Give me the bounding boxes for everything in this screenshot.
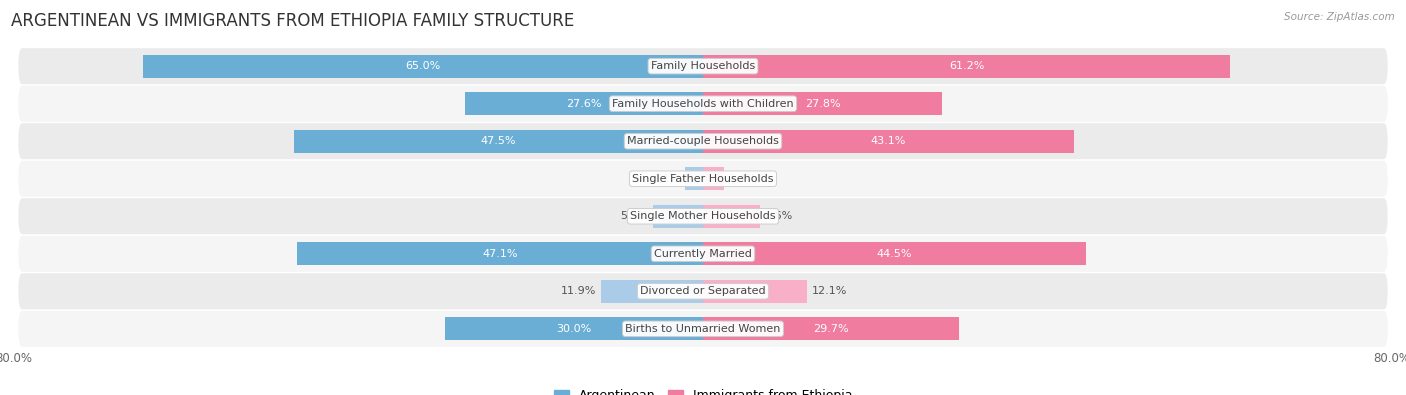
Text: 2.4%: 2.4%: [728, 174, 756, 184]
Text: Family Households: Family Households: [651, 61, 755, 71]
Bar: [600, 280, 703, 303]
Text: Single Mother Households: Single Mother Households: [630, 211, 776, 221]
Text: 44.5%: 44.5%: [877, 249, 912, 259]
Bar: [703, 130, 1074, 153]
FancyBboxPatch shape: [18, 86, 1388, 122]
FancyBboxPatch shape: [18, 48, 1388, 84]
Bar: [703, 280, 807, 303]
Bar: [703, 92, 942, 115]
Text: Divorced or Separated: Divorced or Separated: [640, 286, 766, 296]
FancyBboxPatch shape: [18, 161, 1388, 197]
Bar: [143, 55, 703, 78]
FancyBboxPatch shape: [18, 198, 1388, 234]
Bar: [652, 205, 703, 228]
Text: 5.8%: 5.8%: [620, 211, 648, 221]
Text: 2.1%: 2.1%: [652, 174, 681, 184]
Text: Married-couple Households: Married-couple Households: [627, 136, 779, 146]
Text: Family Households with Children: Family Households with Children: [612, 99, 794, 109]
Bar: [465, 92, 703, 115]
Bar: [703, 242, 1087, 265]
Text: 11.9%: 11.9%: [561, 286, 596, 296]
FancyBboxPatch shape: [18, 273, 1388, 309]
FancyBboxPatch shape: [18, 123, 1388, 159]
Text: 29.7%: 29.7%: [813, 324, 849, 334]
Text: 61.2%: 61.2%: [949, 61, 984, 71]
Bar: [703, 317, 959, 340]
Text: Source: ZipAtlas.com: Source: ZipAtlas.com: [1284, 12, 1395, 22]
Text: 27.6%: 27.6%: [567, 99, 602, 109]
Text: 43.1%: 43.1%: [870, 136, 907, 146]
Text: 6.6%: 6.6%: [763, 211, 793, 221]
Bar: [703, 55, 1230, 78]
FancyBboxPatch shape: [18, 311, 1388, 347]
Text: ARGENTINEAN VS IMMIGRANTS FROM ETHIOPIA FAMILY STRUCTURE: ARGENTINEAN VS IMMIGRANTS FROM ETHIOPIA …: [11, 12, 575, 30]
Bar: [294, 130, 703, 153]
Text: 47.5%: 47.5%: [481, 136, 516, 146]
Bar: [703, 167, 724, 190]
Text: 47.1%: 47.1%: [482, 249, 517, 259]
Bar: [703, 205, 759, 228]
Legend: Argentinean, Immigrants from Ethiopia: Argentinean, Immigrants from Ethiopia: [548, 384, 858, 395]
Bar: [685, 167, 703, 190]
Text: 30.0%: 30.0%: [557, 324, 592, 334]
Text: Currently Married: Currently Married: [654, 249, 752, 259]
FancyBboxPatch shape: [18, 236, 1388, 272]
Text: Births to Unmarried Women: Births to Unmarried Women: [626, 324, 780, 334]
Bar: [298, 242, 703, 265]
Text: 12.1%: 12.1%: [811, 286, 846, 296]
Text: 65.0%: 65.0%: [405, 61, 440, 71]
Text: 27.8%: 27.8%: [804, 99, 841, 109]
Bar: [444, 317, 703, 340]
Text: Single Father Households: Single Father Households: [633, 174, 773, 184]
